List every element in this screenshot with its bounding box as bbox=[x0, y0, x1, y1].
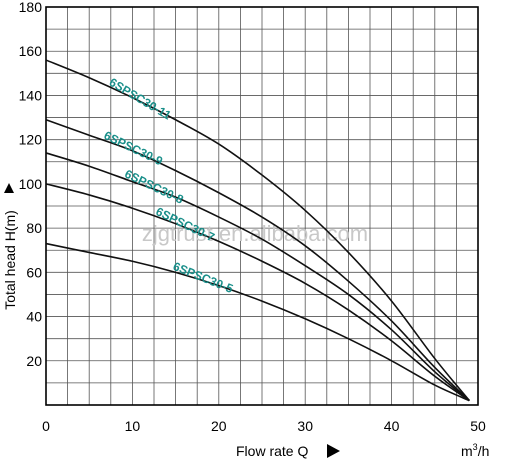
x-axis-arrow-icon bbox=[327, 444, 340, 458]
series-label-6SPSC30-5: 6SPSC30-5 bbox=[171, 259, 235, 296]
y-axis-arrow-icon bbox=[4, 183, 14, 193]
y-tick-label: 60 bbox=[26, 264, 42, 280]
series-line-6SPSC30-9 bbox=[45, 119, 470, 402]
y-axis-title: Total head H(m) bbox=[2, 210, 18, 310]
series-line-6SPSC30-11 bbox=[45, 59, 470, 402]
chart-frame bbox=[45, 6, 479, 406]
series-group bbox=[45, 59, 470, 402]
x-axis-title: Flow rate Q bbox=[236, 443, 308, 459]
series-label-6SPSC30-11: 6SPSC30-11 bbox=[107, 75, 174, 123]
series-line-6SPSC30-5 bbox=[45, 242, 470, 402]
series-line-6SPSC30-8 bbox=[45, 152, 470, 402]
series-labels: 6SPSC30-116SPSC30-96SPSC30-86SPSC30-76SP… bbox=[102, 75, 236, 296]
x-tick-label: 40 bbox=[384, 418, 400, 434]
x-tick-label: 50 bbox=[470, 418, 486, 434]
y-tick-label: 100 bbox=[19, 176, 43, 192]
series-line-6SPSC30-7 bbox=[45, 183, 470, 402]
plot-border bbox=[45, 6, 479, 406]
y-tick-label: 80 bbox=[26, 220, 42, 236]
x-tick-label: 30 bbox=[297, 418, 313, 434]
x-axis-ticks: 0 10 20 30 40 50 bbox=[42, 418, 486, 434]
x-unit-prefix: m bbox=[461, 443, 473, 459]
chart-grid bbox=[45, 6, 479, 406]
x-unit-power: 3 bbox=[473, 442, 478, 452]
y-axis-ticks: 20 40 60 80 100 120 140 160 180 bbox=[19, 0, 43, 369]
y-tick-label: 160 bbox=[19, 43, 43, 59]
y-tick-label: 120 bbox=[19, 132, 43, 148]
series-label-6SPSC30-9: 6SPSC30-9 bbox=[102, 128, 165, 168]
x-tick-label: 10 bbox=[125, 418, 141, 434]
x-axis-unit: m3/h bbox=[461, 442, 489, 459]
x-unit-suffix: /h bbox=[478, 443, 490, 459]
x-tick-label: 20 bbox=[211, 418, 227, 434]
x-tick-label: 0 bbox=[42, 418, 50, 434]
y-tick-label: 20 bbox=[26, 353, 42, 369]
y-tick-label: 40 bbox=[26, 309, 42, 325]
y-tick-label: 140 bbox=[19, 87, 43, 103]
y-tick-label: 180 bbox=[19, 0, 43, 15]
